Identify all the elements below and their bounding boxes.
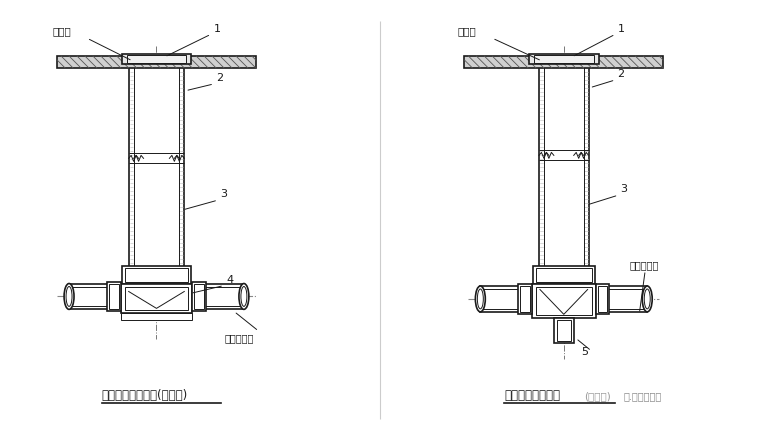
Bar — [122, 266, 192, 284]
Text: 4: 4 — [226, 274, 233, 285]
Bar — [539, 66, 589, 270]
Text: 2: 2 — [617, 69, 625, 79]
Bar — [122, 54, 192, 64]
Bar — [107, 282, 121, 311]
Bar — [480, 286, 532, 312]
Text: 非防护井盖检查井(有流槽): 非防护井盖检查井(有流槽) — [102, 389, 188, 402]
Ellipse shape — [475, 286, 486, 312]
Text: 1: 1 — [617, 24, 625, 34]
Bar — [596, 286, 648, 312]
Bar — [195, 287, 241, 307]
Bar — [134, 66, 179, 270]
Bar — [599, 289, 644, 309]
Bar — [532, 284, 596, 318]
Text: 3: 3 — [620, 184, 628, 194]
Text: 非通路: 非通路 — [52, 26, 71, 36]
Text: 1: 1 — [214, 24, 221, 34]
Bar — [536, 268, 591, 282]
Bar — [195, 284, 204, 310]
Bar — [121, 313, 192, 320]
Bar — [554, 318, 574, 343]
Ellipse shape — [66, 287, 72, 307]
Text: (无流槽): (无流槽) — [584, 391, 610, 401]
Bar — [57, 56, 256, 68]
Bar — [121, 284, 192, 313]
Bar — [544, 66, 584, 270]
Bar — [520, 286, 530, 312]
Bar — [533, 266, 594, 284]
Text: 3: 3 — [220, 189, 227, 199]
Text: 非通路: 非通路 — [458, 26, 477, 36]
Bar — [536, 287, 591, 315]
Bar — [483, 289, 529, 309]
Ellipse shape — [477, 289, 483, 309]
Text: 5: 5 — [581, 347, 589, 357]
Ellipse shape — [64, 284, 74, 310]
Bar — [72, 287, 118, 307]
Bar — [125, 268, 188, 282]
Ellipse shape — [239, 284, 249, 310]
Text: 2: 2 — [216, 73, 223, 83]
Bar — [128, 66, 184, 270]
Bar — [557, 320, 571, 341]
Bar — [596, 284, 610, 314]
Bar — [518, 284, 532, 314]
Text: 埋地排水管: 埋地排水管 — [629, 260, 659, 270]
Bar — [534, 55, 594, 63]
Text: 水.电知识平台: 水.电知识平台 — [623, 391, 662, 401]
Text: 非防护井盖检查井: 非防护井盖检查井 — [504, 389, 560, 402]
Bar — [69, 284, 121, 310]
Bar — [127, 55, 186, 63]
Bar — [192, 284, 244, 310]
Bar — [464, 56, 663, 68]
Ellipse shape — [642, 286, 652, 312]
Bar — [192, 282, 206, 311]
Ellipse shape — [644, 289, 651, 309]
Bar — [597, 286, 607, 312]
Bar — [125, 287, 188, 310]
Bar — [529, 54, 599, 64]
Text: 埋地排水管: 埋地排水管 — [224, 333, 253, 343]
Bar — [109, 284, 119, 310]
Ellipse shape — [241, 287, 247, 307]
